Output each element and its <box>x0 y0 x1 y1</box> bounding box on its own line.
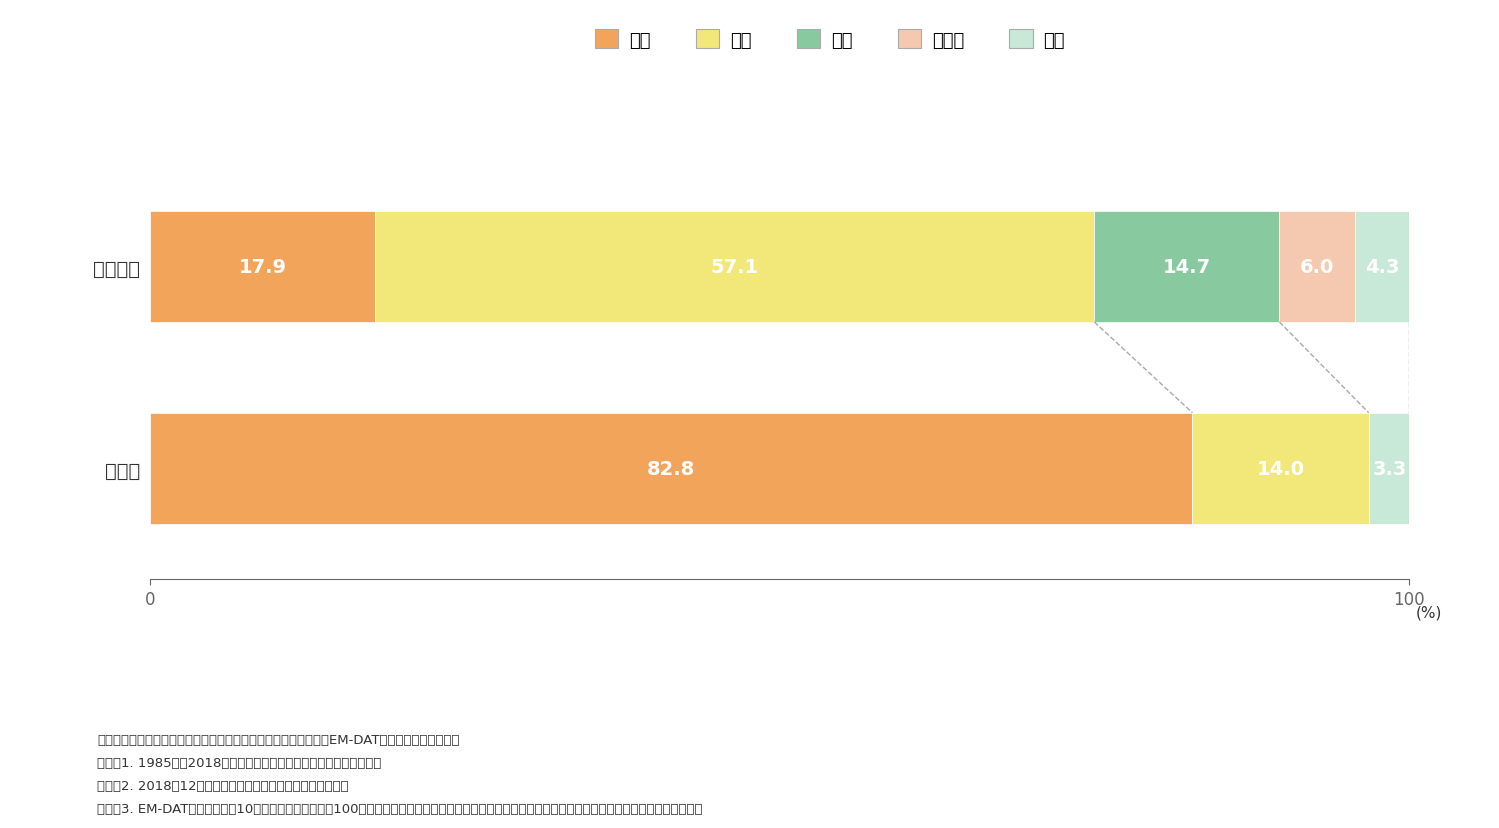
Bar <box>1279 212 1355 323</box>
Bar <box>1369 413 1411 524</box>
Text: 57.1: 57.1 <box>711 258 758 277</box>
Bar <box>1094 212 1279 323</box>
Text: 3.3: 3.3 <box>1373 460 1406 479</box>
Text: 4.3: 4.3 <box>1364 258 1399 277</box>
Text: 6.0: 6.0 <box>1300 258 1334 277</box>
Bar <box>150 413 1193 524</box>
Bar <box>1193 413 1369 524</box>
Text: 3. EM-DATでは「死者が10人以上」、「被災者が100人以上」、「緊急事態宣言の発令」、「国際救援の要請」のいずれかに該当する事象を「災害」: 3. EM-DATでは「死者が10人以上」、「被災者が100人以上」、「緊急事態… <box>97 802 703 816</box>
Legend: 地震, 台風, 洪水, 地滑り, 火山: 地震, 台風, 洪水, 地滑り, 火山 <box>588 23 1072 56</box>
Bar <box>375 212 1094 323</box>
Text: 14.0: 14.0 <box>1256 460 1304 479</box>
Text: 82.8: 82.8 <box>648 460 696 479</box>
Text: 17.9: 17.9 <box>238 258 286 277</box>
Text: (%): (%) <box>1417 604 1442 619</box>
Bar <box>1355 212 1409 323</box>
Text: 2. 2018年12月時点でのデータを用いて集計している。: 2. 2018年12月時点でのデータを用いて集計している。 <box>97 779 349 792</box>
Text: 資料：ルーバン・カトリック大学疫学研究所災害データベース（EM-DAT）より中小企業庁作成: 資料：ルーバン・カトリック大学疫学研究所災害データベース（EM-DAT）より中小… <box>97 733 460 746</box>
Text: 14.7: 14.7 <box>1163 258 1211 277</box>
Bar <box>150 212 375 323</box>
Text: として登録している。: として登録している。 <box>97 826 210 828</box>
Text: （注）1. 1985年～2018年の自然災害による被害額を集計している。: （注）1. 1985年～2018年の自然災害による被害額を集計している。 <box>97 756 382 769</box>
